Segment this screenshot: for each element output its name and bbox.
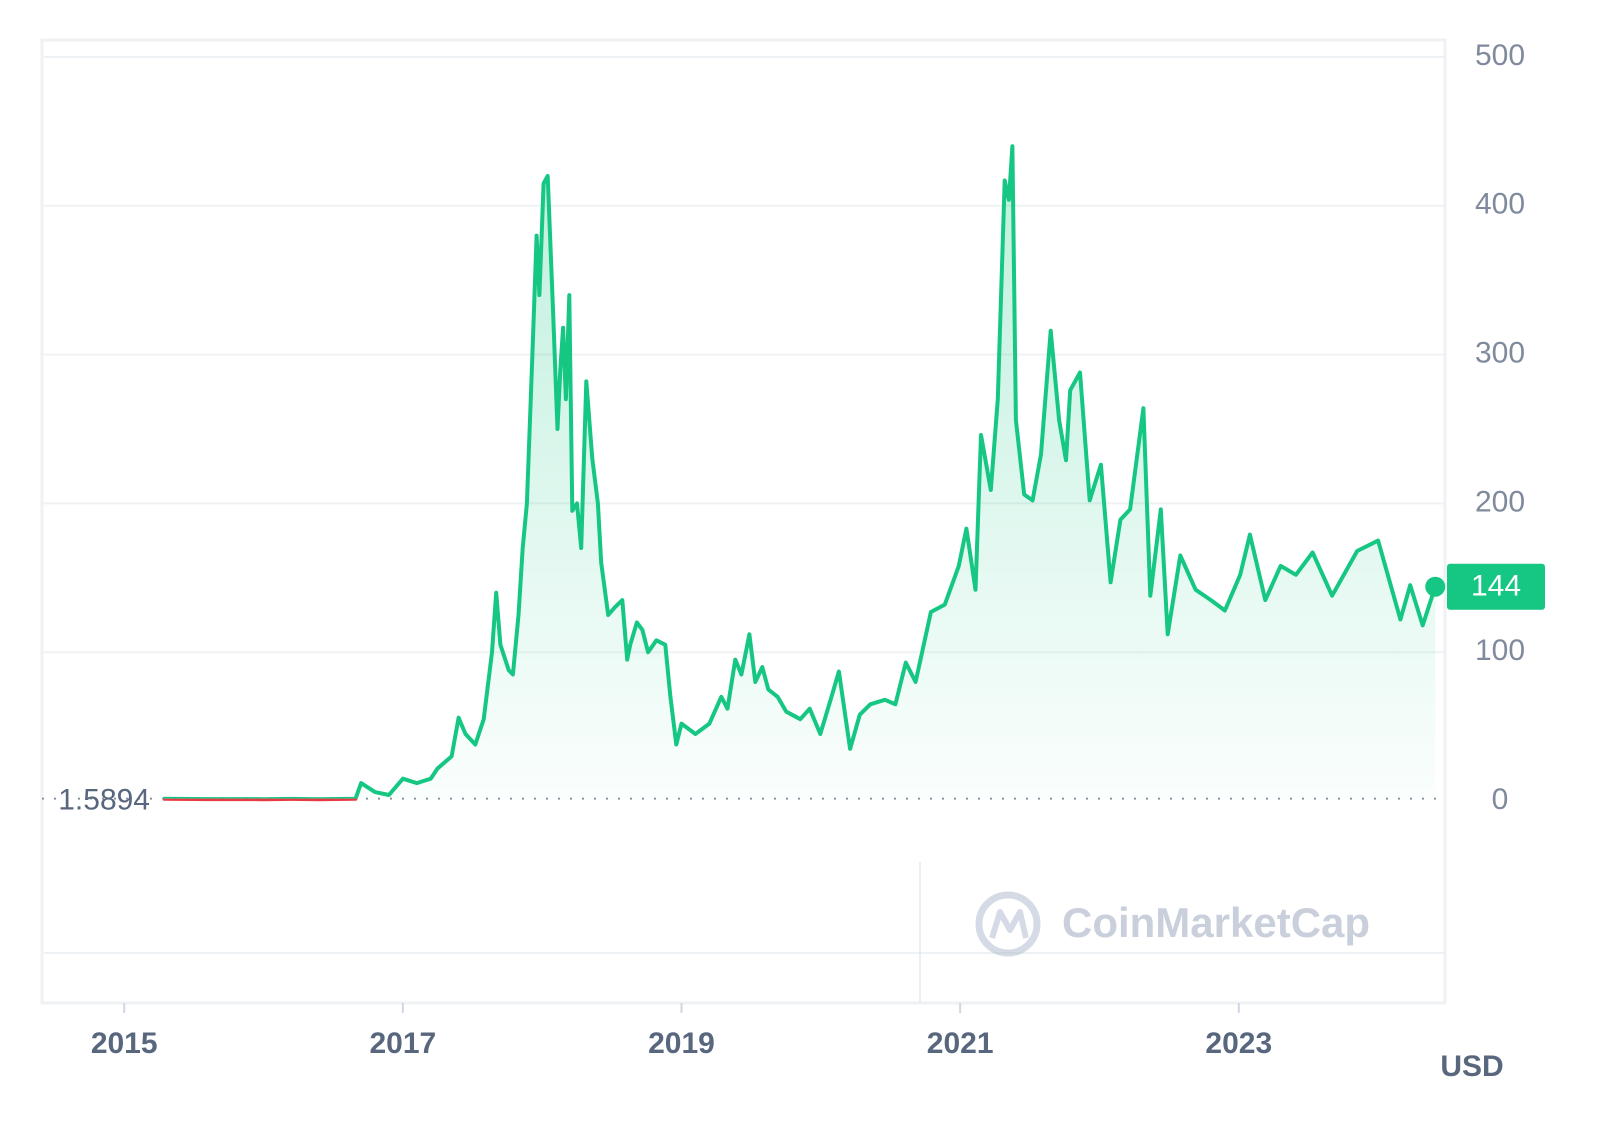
x-tick-label: 2023: [1205, 1027, 1272, 1060]
last-price-box: [1447, 563, 1545, 610]
watermark: CoinMarketCap: [1062, 899, 1370, 946]
plot-frame: [40, 38, 1447, 1005]
y-tick-label: 100: [1475, 634, 1525, 667]
y-tick-label: 300: [1475, 337, 1525, 370]
y-tick-label: 0: [1492, 783, 1509, 816]
y-tick-label: 500: [1475, 39, 1525, 72]
currency-label: USD: [1440, 1050, 1503, 1083]
area: [163, 146, 1436, 800]
price-line: [163, 144, 1438, 799]
baseline-label: 1.5894: [58, 784, 150, 817]
last-price-label: 144: [1471, 570, 1521, 603]
y-tick-label: 200: [1475, 485, 1525, 518]
y-tick-label: 400: [1475, 188, 1525, 221]
x-tick-label: 2019: [648, 1027, 715, 1060]
watermark-logo: [975, 891, 1041, 957]
x-tick-label: 2015: [91, 1027, 158, 1060]
x-tick-label: 2021: [927, 1027, 994, 1060]
last-point: [1425, 576, 1446, 597]
x-tick-label: 2017: [369, 1027, 436, 1060]
